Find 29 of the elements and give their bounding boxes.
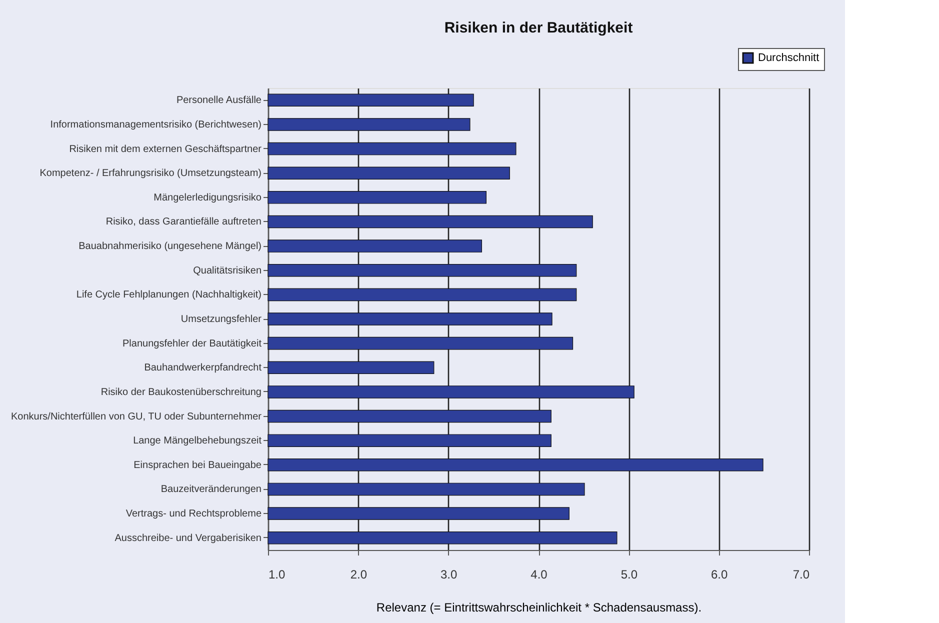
x-axis-title: Relevanz (= Eintrittswahrscheinlichkeit * Schadensausmass). bbox=[376, 600, 702, 614]
y-tick-label: Risiko der Baukostenüberschreitung bbox=[100, 386, 262, 398]
y-tick-label: Risiken mit dem externen Geschäftspartner bbox=[69, 144, 262, 155]
x-tick-label: 6.0 bbox=[710, 568, 728, 582]
y-tick-label: Risiko, dass Garantiefälle auftreten bbox=[106, 216, 262, 228]
x-tick-label: 4.0 bbox=[530, 568, 548, 582]
y-tick-label: Kompetenz- / Erfahrungsrisiko (Umsetzungsteam) bbox=[40, 168, 262, 180]
y-tick-label: Life Cycle Fehlplanungen (Nachhaltigkeit) bbox=[76, 290, 262, 301]
y-tick-label: Planungsfehler der Bautätigkeit bbox=[122, 338, 262, 350]
x-tick-label: 3.0 bbox=[440, 568, 458, 582]
y-tick-label: Informationsmanagementsrisiko (Berichtwesen) bbox=[50, 119, 262, 130]
y-tick-label: Mängelerledigungsrisiko bbox=[154, 192, 262, 204]
x-tick-label: 7.0 bbox=[792, 568, 810, 582]
x-tick-label: 5.0 bbox=[620, 568, 638, 582]
y-tick-label: Bauabnahmerisiko (ungesehene Mängel) bbox=[78, 241, 262, 252]
y-tick-label: Einsprachen bei Baueingabe bbox=[134, 460, 262, 471]
y-tick-label: Umsetzungsfehler bbox=[180, 314, 262, 325]
y-tick-label: Lange Mängelbehebungszeit bbox=[133, 436, 262, 447]
y-tick-label: Bauzeitveränderungen bbox=[160, 484, 262, 496]
y-tick-label: Vertrags- und Rechtsprobleme bbox=[126, 508, 262, 520]
y-tick-label: Ausschreibe- und Vergaberisiken bbox=[114, 532, 262, 544]
x-tick-label: 1.0 bbox=[268, 568, 286, 582]
x-tick-label: 2.0 bbox=[350, 568, 368, 582]
y-tick-label: Konkurs/Nichterfüllen von GU, TU oder Subunternehmer bbox=[11, 411, 262, 422]
y-tick-label: Personelle Ausfälle bbox=[176, 95, 262, 106]
chart-title: Risiken in der Bautätigkeit bbox=[444, 20, 633, 36]
y-tick-label: Qualitätsrisiken bbox=[193, 265, 262, 276]
y-tick-label: Bauhandwerkerpfandrecht bbox=[144, 362, 262, 374]
legend-label: Durchschnitt bbox=[758, 52, 820, 64]
